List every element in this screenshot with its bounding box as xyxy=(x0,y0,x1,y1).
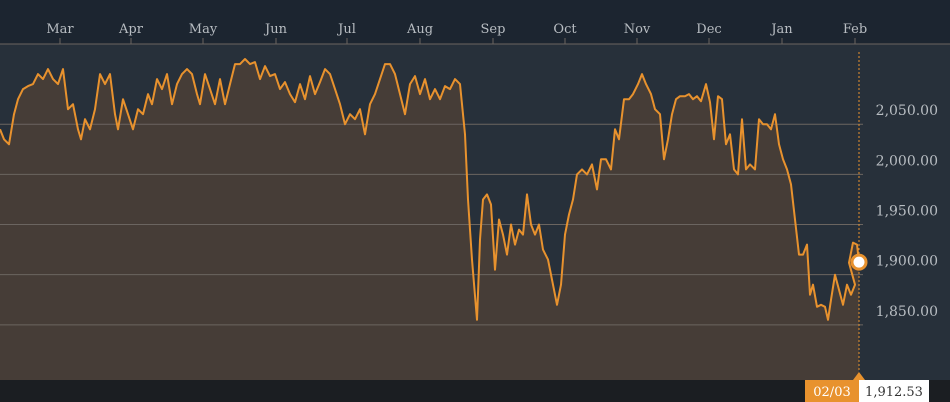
grid-lines-overlay xyxy=(0,123,863,326)
x-tick-label: Jan xyxy=(769,22,793,37)
x-tick-label: Aug xyxy=(406,22,433,37)
x-axis-ticks: Mar Apr May Jun Jul Aug Sep Oct Nov Dec Jan Feb xyxy=(46,22,867,44)
crosshair-point[interactable] xyxy=(850,253,868,271)
x-tick-label: Apr xyxy=(118,22,144,37)
tooltip-value-box xyxy=(859,380,929,402)
y-tick-label: 1,850.00 xyxy=(876,304,938,320)
x-tick-label: Sep xyxy=(481,22,506,37)
bottom-axis-band xyxy=(0,380,950,402)
x-tick-label: Jun xyxy=(263,22,288,37)
y-tick-label: 1,950.00 xyxy=(876,204,938,220)
x-tick-label: Feb xyxy=(843,22,867,37)
x-tick-label: Oct xyxy=(553,22,577,37)
y-tick-label: 1,900.00 xyxy=(876,254,938,270)
tooltip-date: 02/03 xyxy=(813,385,850,400)
x-tick-label: Mar xyxy=(46,22,74,37)
x-tick-label: Nov xyxy=(624,22,651,37)
x-tick-label: Jul xyxy=(336,22,356,37)
area-fill xyxy=(0,59,859,380)
y-tick-label: 2,050.00 xyxy=(876,103,938,119)
y-axis-labels: 1,850.00 1,900.00 1,950.00 2,000.00 2,050.00 xyxy=(876,103,938,320)
series-line xyxy=(0,58,860,321)
tooltip-value: 1,912.53 xyxy=(865,385,923,400)
y-tick-label: 2,000.00 xyxy=(876,153,938,169)
tooltip-pointer xyxy=(853,372,865,380)
x-tick-label: Dec xyxy=(696,22,721,37)
x-tick-label: May xyxy=(189,22,218,37)
tooltip-date-box xyxy=(805,380,859,402)
tooltip: 02/03 1,912.53 xyxy=(805,372,929,402)
